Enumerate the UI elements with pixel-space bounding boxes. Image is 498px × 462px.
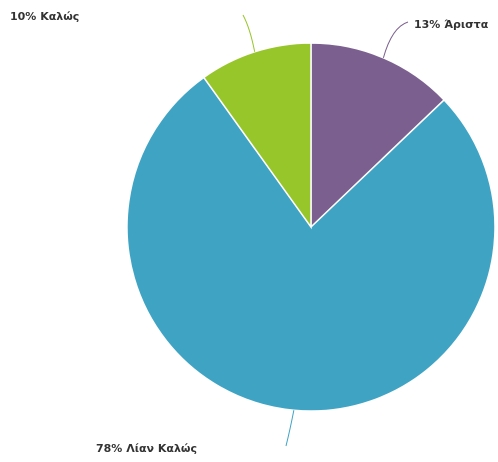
leader-line <box>382 21 409 58</box>
pie-slice <box>126 76 496 412</box>
slice-label: 10% Καλώς <box>10 10 79 23</box>
slice-value-label: 78% <box>96 442 122 455</box>
slice-category-label: Άριστα <box>444 18 489 31</box>
slice-category-label: Λίαν Καλώς <box>126 442 197 455</box>
slice-label: 13% Άριστα <box>414 18 489 31</box>
pie-slice <box>310 42 446 229</box>
slice-value-label: 13% <box>414 18 440 31</box>
slice-label: 78% Λίαν Καλώς <box>96 442 197 455</box>
leader-line <box>285 410 295 447</box>
slice-value-label: 10% <box>10 10 36 23</box>
leader-line <box>242 14 256 52</box>
pie-slice <box>202 42 312 230</box>
slice-category-label: Καλώς <box>40 10 79 23</box>
